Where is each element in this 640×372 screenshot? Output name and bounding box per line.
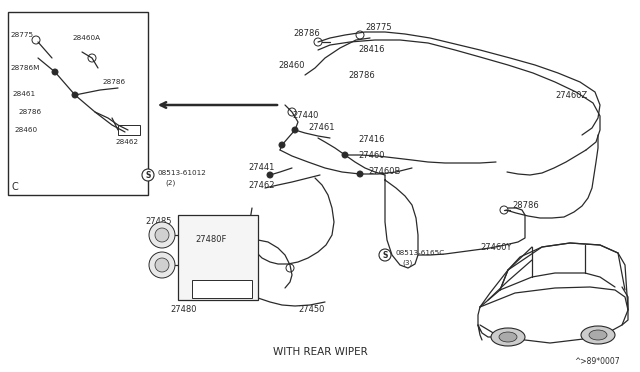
Text: 27461: 27461 (308, 124, 335, 132)
Text: 08513-61012: 08513-61012 (158, 170, 207, 176)
Text: 27416: 27416 (358, 135, 385, 144)
Text: 28786: 28786 (293, 29, 320, 38)
Ellipse shape (491, 328, 525, 346)
Text: 28786: 28786 (512, 201, 539, 209)
Text: 28460: 28460 (14, 127, 37, 133)
Text: 27450: 27450 (298, 305, 324, 314)
Circle shape (52, 69, 58, 75)
Text: 08513-6165C: 08513-6165C (395, 250, 444, 256)
Text: WITH REAR WIPER: WITH REAR WIPER (273, 347, 367, 357)
Text: 27460B: 27460B (368, 167, 401, 176)
Ellipse shape (589, 330, 607, 340)
Text: (3): (3) (402, 260, 412, 266)
Text: 28462: 28462 (115, 139, 138, 145)
Circle shape (142, 169, 154, 181)
Circle shape (149, 252, 175, 278)
Circle shape (267, 172, 273, 178)
Circle shape (342, 152, 348, 158)
Bar (178, 215, 258, 300)
Text: 27460Y: 27460Y (480, 244, 511, 253)
Text: 28460: 28460 (278, 61, 305, 70)
Text: 27485: 27485 (145, 218, 172, 227)
Text: 28775: 28775 (10, 32, 33, 38)
Ellipse shape (581, 326, 615, 344)
Bar (118, 125, 140, 135)
Text: ^>89*0007: ^>89*0007 (574, 357, 620, 366)
Circle shape (72, 92, 78, 98)
Text: 27480: 27480 (170, 305, 196, 314)
Text: 27440: 27440 (292, 110, 318, 119)
Text: 27480F: 27480F (195, 235, 227, 244)
Text: 28775: 28775 (365, 23, 392, 32)
Bar (192, 280, 252, 298)
Text: 28786: 28786 (102, 79, 125, 85)
Circle shape (279, 142, 285, 148)
Text: 28786: 28786 (348, 71, 375, 80)
Text: S: S (382, 250, 388, 260)
Text: 28786: 28786 (18, 109, 41, 115)
Text: 27462: 27462 (248, 180, 275, 189)
Circle shape (357, 171, 363, 177)
Text: S: S (145, 170, 150, 180)
Circle shape (155, 258, 169, 272)
Text: 28416: 28416 (358, 45, 385, 55)
Circle shape (292, 127, 298, 133)
Circle shape (155, 228, 169, 242)
Text: (2): (2) (165, 180, 175, 186)
Text: 28786M: 28786M (10, 65, 40, 71)
Bar (8, 12, 148, 195)
Text: 28461: 28461 (12, 91, 35, 97)
Ellipse shape (499, 332, 517, 342)
Text: 27460Z: 27460Z (555, 90, 588, 99)
Circle shape (149, 222, 175, 248)
Text: 27483: 27483 (192, 280, 219, 289)
Text: C: C (12, 182, 19, 192)
Text: 27460: 27460 (358, 151, 385, 160)
Text: 28460A: 28460A (72, 35, 100, 41)
Circle shape (379, 249, 391, 261)
Text: 27441: 27441 (248, 164, 275, 173)
